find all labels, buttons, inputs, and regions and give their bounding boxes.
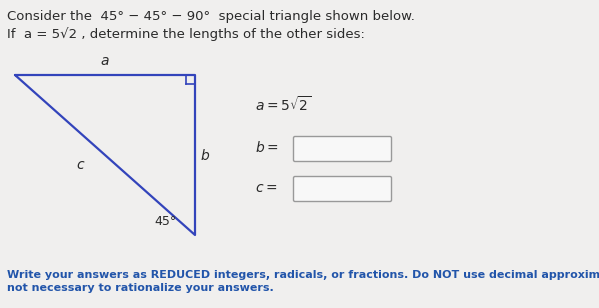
FancyBboxPatch shape: [294, 176, 392, 201]
Text: $c =$: $c =$: [255, 181, 277, 195]
Text: $a = 5\sqrt{2}$: $a = 5\sqrt{2}$: [255, 95, 311, 115]
FancyBboxPatch shape: [294, 136, 392, 161]
Text: not necessary to rationalize your answers.: not necessary to rationalize your answer…: [7, 283, 274, 293]
Text: $c$: $c$: [75, 158, 85, 172]
Text: $b =$: $b =$: [255, 140, 279, 156]
Text: Write your answers as REDUCED integers, radicals, or fractions. Do NOT use decim: Write your answers as REDUCED integers, …: [7, 270, 599, 280]
Text: $b$: $b$: [200, 148, 210, 163]
Text: If  a = 5√2 , determine the lengths of the other sides:: If a = 5√2 , determine the lengths of th…: [7, 27, 365, 41]
Text: 45°: 45°: [155, 215, 177, 228]
Text: $a$: $a$: [100, 54, 110, 68]
Text: Consider the  45° − 45° − 90°  special triangle shown below.: Consider the 45° − 45° − 90° special tri…: [7, 10, 415, 23]
